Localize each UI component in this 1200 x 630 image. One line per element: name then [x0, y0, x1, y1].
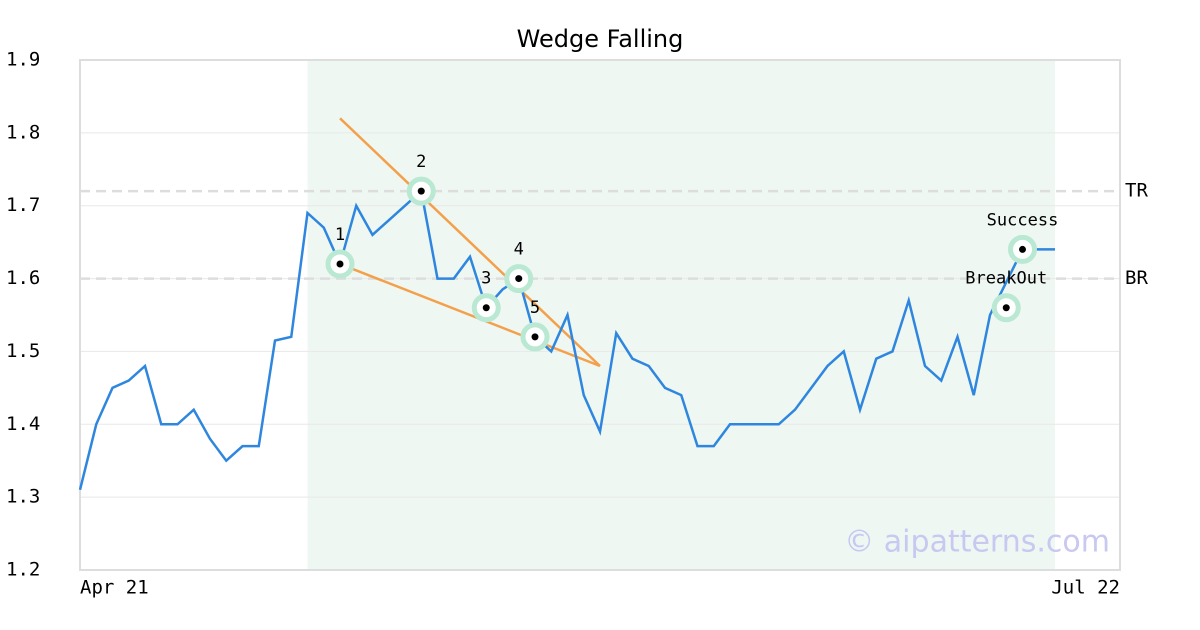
pattern-point-label: 2 — [416, 152, 426, 172]
price-line — [78, 188, 1055, 491]
y-tick-label: 1.9 — [6, 49, 40, 71]
pattern-point-label: 5 — [530, 298, 540, 318]
pattern-point-label: 1 — [335, 225, 345, 245]
level-label: BR — [1125, 267, 1148, 289]
trendline — [339, 117, 601, 367]
y-tick-label: 1.6 — [6, 267, 40, 289]
pattern-point — [515, 275, 523, 283]
pattern-point-label: 4 — [514, 240, 524, 260]
y-tick-label: 1.4 — [6, 413, 40, 435]
watermark: © aipatterns.com — [844, 525, 1110, 560]
pattern-point — [336, 260, 344, 268]
pattern-point-label: Success — [987, 210, 1059, 230]
plot-frame — [79, 59, 1121, 571]
y-tick-label: 1.2 — [6, 559, 40, 581]
pattern-point — [1019, 245, 1026, 253]
x-tick-label: Apr 21 — [80, 577, 149, 599]
y-tick-label: 1.8 — [6, 121, 40, 143]
pattern-region — [307, 60, 1055, 570]
pattern-point — [531, 333, 539, 341]
y-tick-label: 1.5 — [6, 340, 40, 362]
chart-title: Wedge Falling — [517, 25, 684, 53]
pattern-point-label: BreakOut — [965, 269, 1047, 289]
pattern-point — [417, 187, 425, 195]
level-label: TR — [1125, 180, 1148, 202]
x-tick-label: Jul 22 — [1051, 577, 1120, 599]
pattern-point — [1002, 304, 1010, 312]
pattern-point — [482, 304, 490, 312]
y-tick-label: 1.7 — [6, 194, 40, 216]
y-tick-label: 1.3 — [6, 486, 40, 508]
pattern-point-label: 3 — [481, 269, 491, 289]
trendline — [339, 262, 601, 368]
